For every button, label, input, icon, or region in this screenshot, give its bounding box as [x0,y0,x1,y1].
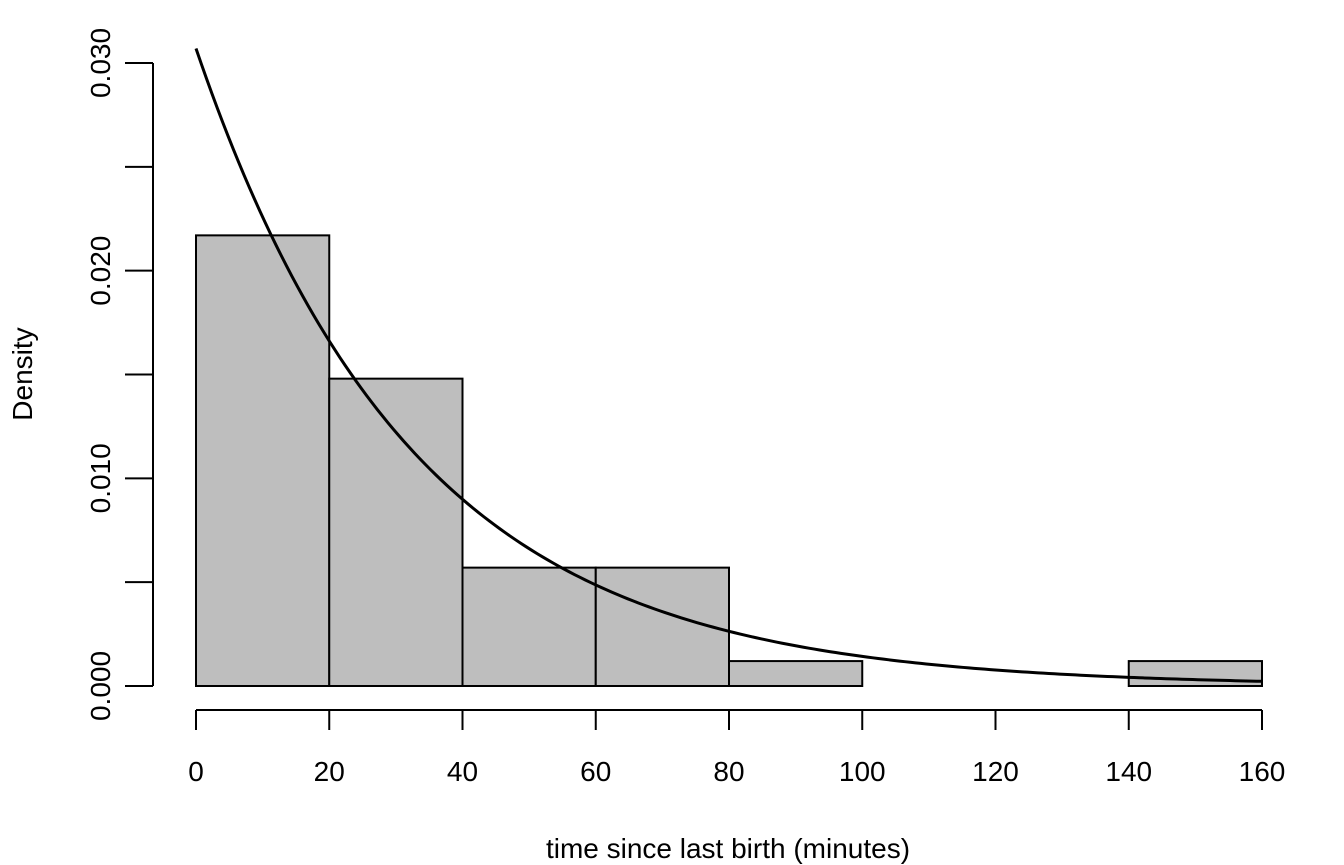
exponential-density-curve [194,47,1263,683]
y-tick-label-3: 0.030 [85,28,116,98]
x-tick-label-7: 140 [1105,756,1152,787]
x-tick-label-0: 0 [188,756,204,787]
x-axis: 0 20 40 60 80 100 120 140 160 [188,709,1286,787]
x-tick-label-4: 80 [713,756,744,787]
x-tick-label-3: 60 [580,756,611,787]
histogram-bar-7 [1127,660,1263,688]
histogram-bar-0 [195,234,331,687]
x-tick-label-5: 100 [839,756,886,787]
histogram-bar-4 [728,660,864,688]
y-axis-title: Density [7,327,38,420]
histogram-bars [195,234,1263,688]
y-tick-label-2: 0.020 [85,236,116,306]
histogram-bar-2 [461,566,597,688]
x-tick-label-2: 40 [447,756,478,787]
histogram-bar-1 [328,377,464,687]
x-tick-label-8: 160 [1239,756,1286,787]
x-tick-label-6: 120 [972,756,1019,787]
x-axis-title: time since last birth (minutes) [546,833,910,864]
x-tick-label-1: 20 [314,756,345,787]
y-tick-label-0: 0.000 [85,651,116,721]
y-axis: 0.000 0.010 0.020 0.030 [85,28,154,721]
y-tick-label-1: 0.010 [85,443,116,513]
